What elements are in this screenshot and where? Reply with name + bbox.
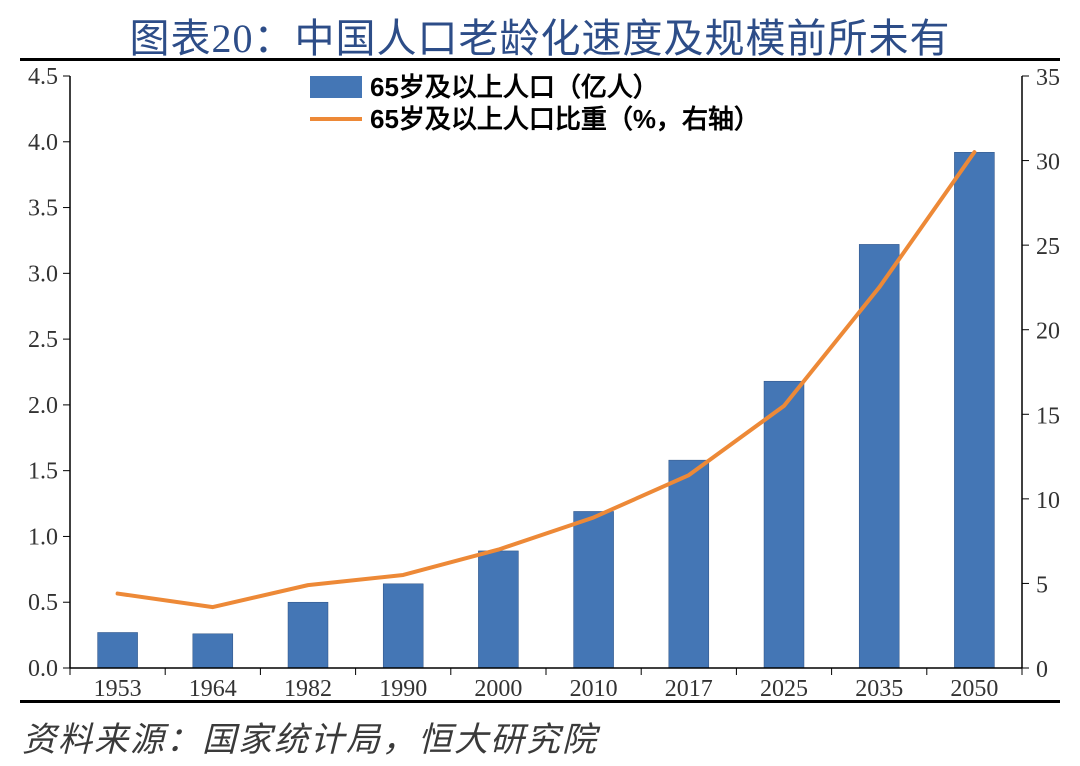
svg-text:25: 25 <box>1036 234 1060 260</box>
legend-item-bar: 65岁及以上人口（亿人） <box>310 72 760 102</box>
svg-text:0.0: 0.0 <box>28 656 58 682</box>
legend: 65岁及以上人口（亿人） 65岁及以上人口比重（%，右轴） <box>310 72 760 136</box>
svg-text:2050: 2050 <box>950 676 998 700</box>
source-label: 资料来源：国家统计局，恒大研究院 <box>22 712 598 761</box>
bar <box>193 634 233 668</box>
divider-top <box>20 58 1060 61</box>
bar <box>98 632 138 668</box>
svg-text:10: 10 <box>1036 488 1060 514</box>
svg-text:1982: 1982 <box>284 676 332 700</box>
chart-title: 图表20：中国人口老龄化速度及规模前所未有 <box>0 6 1080 64</box>
svg-text:5: 5 <box>1036 572 1048 598</box>
svg-text:4.5: 4.5 <box>28 64 58 90</box>
svg-text:30: 30 <box>1036 150 1060 176</box>
chart-area: 65岁及以上人口（亿人） 65岁及以上人口比重（%，右轴） 0.00.51.01… <box>0 64 1080 700</box>
svg-text:3.0: 3.0 <box>28 261 58 287</box>
svg-text:1.5: 1.5 <box>28 459 58 485</box>
legend-item-line: 65岁及以上人口比重（%，右轴） <box>310 104 760 134</box>
bar <box>383 584 423 668</box>
plot-svg: 0.00.51.01.52.02.53.03.54.04.50510152025… <box>0 64 1080 700</box>
legend-swatch-bar-icon <box>310 76 362 98</box>
svg-text:1990: 1990 <box>379 676 427 700</box>
bar <box>954 152 994 668</box>
svg-text:3.5: 3.5 <box>28 196 58 222</box>
svg-text:2010: 2010 <box>570 676 618 700</box>
legend-bar-label: 65岁及以上人口（亿人） <box>370 72 659 102</box>
svg-text:1.0: 1.0 <box>28 524 58 550</box>
svg-text:2025: 2025 <box>760 676 808 700</box>
svg-text:2017: 2017 <box>665 676 713 700</box>
svg-text:15: 15 <box>1036 403 1060 429</box>
svg-text:35: 35 <box>1036 65 1060 91</box>
svg-text:1953: 1953 <box>94 676 142 700</box>
svg-text:0: 0 <box>1036 657 1048 683</box>
svg-text:20: 20 <box>1036 319 1060 345</box>
divider-bottom <box>20 700 1060 703</box>
bar <box>478 551 518 668</box>
legend-swatch-line-icon <box>310 117 362 121</box>
svg-text:4.0: 4.0 <box>28 130 58 156</box>
legend-line-label: 65岁及以上人口比重（%，右轴） <box>370 104 760 134</box>
svg-text:2.0: 2.0 <box>28 393 58 419</box>
svg-text:2000: 2000 <box>474 676 522 700</box>
bar <box>764 381 804 668</box>
svg-text:2035: 2035 <box>855 676 903 700</box>
trend-line <box>118 152 975 607</box>
bar <box>669 460 709 668</box>
bar <box>574 511 614 668</box>
svg-text:0.5: 0.5 <box>28 590 58 616</box>
bar <box>288 602 328 668</box>
svg-text:1964: 1964 <box>189 676 237 700</box>
svg-text:2.5: 2.5 <box>28 327 58 353</box>
